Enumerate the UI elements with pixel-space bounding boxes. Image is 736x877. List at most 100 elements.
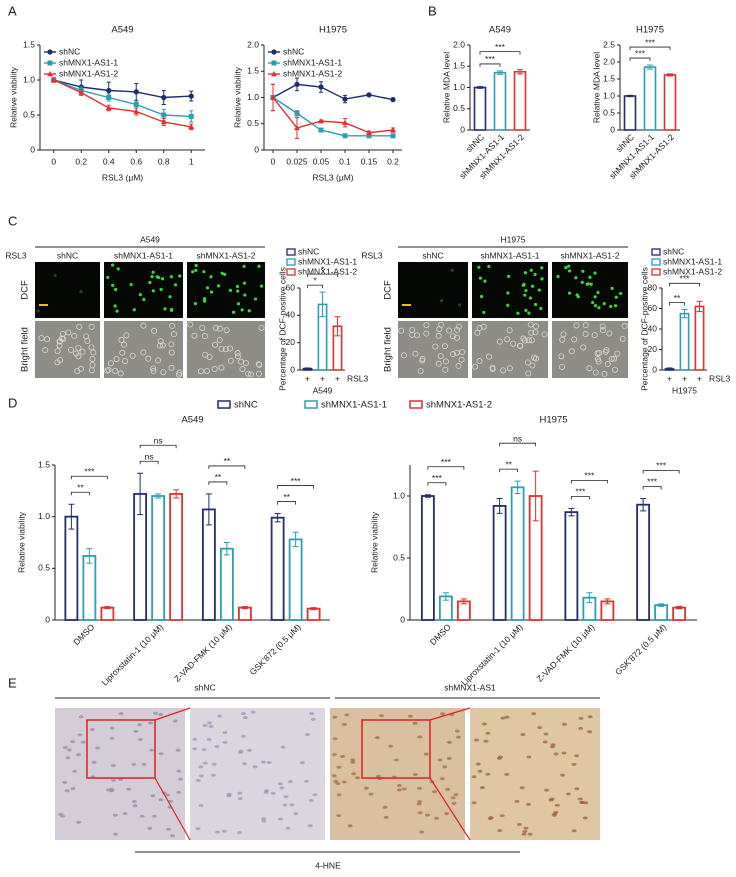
cell xyxy=(601,371,608,378)
cell xyxy=(54,348,61,355)
treatment-label: RSL3 xyxy=(361,250,383,260)
cell xyxy=(57,357,64,364)
cell xyxy=(90,349,97,356)
cell xyxy=(432,343,439,350)
cell xyxy=(419,357,426,364)
nucleus xyxy=(279,786,285,790)
y-tick-label: 1.0 xyxy=(453,82,465,92)
cell xyxy=(209,290,214,294)
cell xyxy=(531,354,538,361)
row-label: DCF xyxy=(20,280,31,300)
cell xyxy=(206,353,213,360)
nucleus xyxy=(192,747,198,751)
legend-label: shMNX1-AS1-2 xyxy=(298,266,357,276)
marker xyxy=(133,89,139,95)
bar xyxy=(564,511,579,621)
cell xyxy=(88,344,95,351)
cell xyxy=(199,324,206,331)
cell xyxy=(121,341,128,348)
nucleus xyxy=(514,799,520,803)
nucleus xyxy=(266,760,272,764)
cell xyxy=(437,353,444,360)
nucleus xyxy=(131,762,137,766)
nucleus xyxy=(152,711,158,715)
marker xyxy=(47,60,53,66)
marker xyxy=(271,71,277,77)
nucleus xyxy=(70,786,76,790)
cell xyxy=(602,301,606,306)
bar xyxy=(151,495,166,621)
nucleus xyxy=(105,788,111,792)
x-tick-label: 1 xyxy=(189,156,194,166)
legend-swatch xyxy=(217,400,231,409)
marker xyxy=(161,112,167,118)
nucleus xyxy=(293,812,299,816)
cell xyxy=(169,275,173,279)
bar xyxy=(237,606,252,621)
cell xyxy=(129,282,133,287)
nucleus xyxy=(150,794,156,798)
cell xyxy=(596,290,600,295)
y-axis-label: Relative MDA level xyxy=(591,52,601,123)
nucleus xyxy=(363,786,369,790)
cell xyxy=(65,329,72,336)
nucleus xyxy=(355,776,361,780)
nucleus xyxy=(565,792,571,796)
x-tick-label: + xyxy=(305,373,310,383)
nucleus xyxy=(560,773,566,777)
block-title: H1975 xyxy=(500,234,525,244)
marker xyxy=(188,113,194,119)
x-tick-label: DMSO xyxy=(428,622,453,647)
micrograph xyxy=(35,262,100,318)
bar xyxy=(64,515,79,621)
nucleus xyxy=(446,756,452,760)
row-label: Bright field xyxy=(20,327,31,372)
marker xyxy=(318,84,324,90)
cell xyxy=(243,293,247,297)
cell xyxy=(114,287,118,292)
cell xyxy=(191,270,195,274)
bar xyxy=(654,604,669,621)
nucleus xyxy=(485,731,491,735)
cell xyxy=(528,337,535,344)
nucleus xyxy=(312,793,318,797)
column-label: shMNX1-AS1-1 xyxy=(480,250,539,260)
cell xyxy=(594,356,601,363)
x-tick-label: 0.6 xyxy=(130,156,142,166)
nucleus xyxy=(277,817,283,821)
cell xyxy=(202,297,207,301)
cell xyxy=(417,367,424,374)
micrograph xyxy=(472,321,548,378)
nucleus xyxy=(110,764,116,768)
bar xyxy=(473,86,487,131)
y-axis-label: Percentage of DCF-positive cells xyxy=(277,267,287,391)
y-axis-label: Relative viability xyxy=(369,511,379,573)
micrograph xyxy=(187,262,265,318)
cell xyxy=(238,358,245,365)
nucleus xyxy=(202,761,208,765)
nucleus xyxy=(240,712,246,716)
scale-bar xyxy=(39,304,48,306)
sig-bracket xyxy=(479,51,521,55)
nucleus xyxy=(423,752,429,756)
cell xyxy=(506,365,513,372)
cell xyxy=(148,280,152,285)
cell xyxy=(529,268,533,272)
cell xyxy=(212,325,219,332)
cell xyxy=(533,272,537,277)
cell xyxy=(79,290,83,294)
nucleus xyxy=(336,793,342,797)
bar xyxy=(663,74,677,131)
nucleus xyxy=(261,819,267,823)
cell xyxy=(105,366,112,373)
y-tick-label: 0.5 xyxy=(393,552,405,562)
panel-label: B xyxy=(428,3,437,18)
nucleus xyxy=(375,774,381,778)
cell xyxy=(253,297,258,301)
cell xyxy=(245,370,252,377)
legend-label: shMNX1-AS1-1 xyxy=(298,256,357,266)
cell xyxy=(247,371,254,378)
marker xyxy=(271,49,277,55)
nucleus xyxy=(444,812,450,816)
cell xyxy=(458,356,465,363)
